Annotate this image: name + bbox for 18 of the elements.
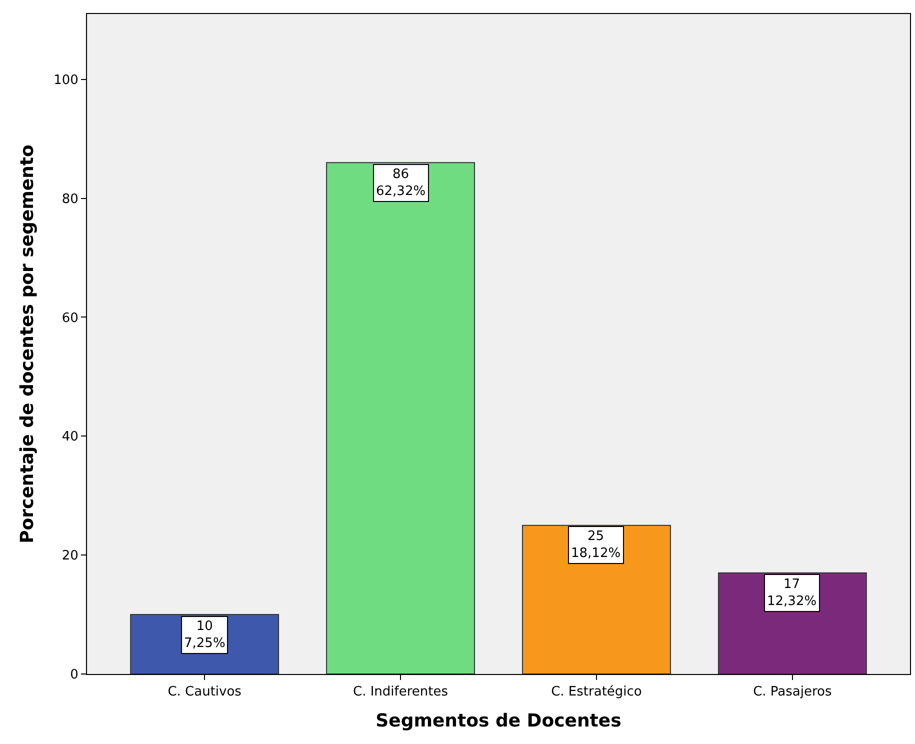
bar xyxy=(326,162,475,674)
y-tick-label: 60 xyxy=(62,310,78,326)
y-tick-label: 40 xyxy=(62,430,78,445)
y-tick-label: 100 xyxy=(54,72,78,88)
bar xyxy=(522,524,671,674)
y-axis-title: Porcentaje de docentes por segemento xyxy=(16,144,38,544)
x-tick-label: C. Pasajeros xyxy=(753,684,832,700)
x-tick-label: C. Indiferentes xyxy=(353,684,448,700)
y-tick-label: 80 xyxy=(62,192,78,207)
data-label: 25 18,12% xyxy=(571,529,621,561)
x-tick-label: C. Estratégico xyxy=(551,684,642,700)
data-label: 17 12,32% xyxy=(767,577,817,609)
x-tick-label: C. Cautivos xyxy=(168,684,242,700)
data-label: 86 62,32% xyxy=(376,167,426,199)
y-tick-label: 0 xyxy=(70,668,78,683)
y-tick-label: 20 xyxy=(62,548,78,564)
x-axis-title: Segmentos de Docentes xyxy=(376,710,622,732)
data-label: 10 7,25% xyxy=(184,619,226,651)
